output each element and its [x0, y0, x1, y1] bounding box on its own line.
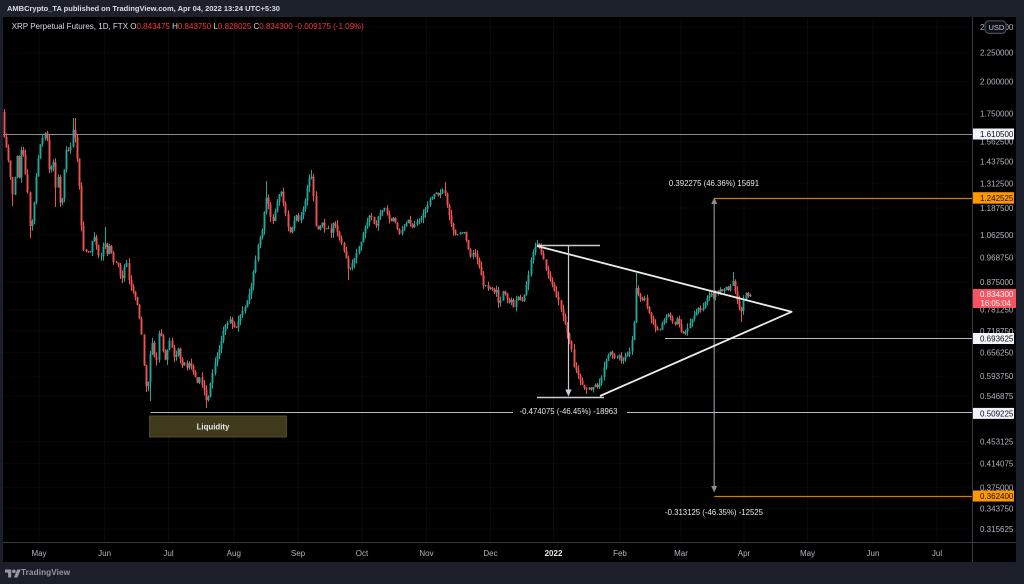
svg-text:Sep: Sep — [291, 549, 306, 558]
svg-text:Jun: Jun — [98, 549, 111, 558]
svg-text:0.509225: 0.509225 — [980, 409, 1014, 418]
svg-text:Dec: Dec — [483, 549, 497, 558]
svg-text:XRP Perpetual Futures, 1D, FTX: XRP Perpetual Futures, 1D, FTX O0.843475… — [12, 22, 364, 31]
svg-text:0.593750: 0.593750 — [980, 372, 1014, 381]
svg-text:0.718750: 0.718750 — [980, 327, 1014, 336]
svg-text:1.312500: 1.312500 — [980, 180, 1014, 189]
svg-text:2022: 2022 — [545, 549, 563, 558]
svg-text:1.242525: 1.242525 — [980, 194, 1014, 203]
svg-text:-0.313125 (-46.35%) -12525: -0.313125 (-46.35%) -12525 — [665, 508, 764, 517]
svg-text:USD: USD — [989, 23, 1005, 32]
svg-text:Jul: Jul — [163, 549, 173, 558]
svg-text:Apr: Apr — [738, 549, 751, 558]
svg-text:0.343750: 0.343750 — [980, 505, 1014, 514]
svg-text:0.453125: 0.453125 — [980, 438, 1014, 447]
svg-text:Oct: Oct — [356, 549, 369, 558]
svg-text:0.315625: 0.315625 — [980, 525, 1014, 534]
svg-text:1.562500: 1.562500 — [980, 137, 1014, 146]
svg-text:May: May — [31, 549, 46, 558]
svg-text:16:05:04: 16:05:04 — [981, 299, 1012, 308]
svg-text:May: May — [800, 549, 815, 558]
svg-text:1.187500: 1.187500 — [980, 204, 1014, 213]
svg-text:Mar: Mar — [674, 549, 688, 558]
svg-text:Jul: Jul — [932, 549, 942, 558]
svg-text:0.781250: 0.781250 — [980, 306, 1014, 315]
svg-text:1.610500: 1.610500 — [980, 130, 1014, 139]
svg-text:0.875000: 0.875000 — [980, 278, 1014, 287]
svg-text:0.414075: 0.414075 — [980, 459, 1014, 468]
svg-text:2.250000: 2.250000 — [980, 49, 1014, 58]
svg-text:0.968750: 0.968750 — [980, 253, 1014, 262]
svg-text:0.693625: 0.693625 — [980, 334, 1014, 343]
svg-text:0.546875: 0.546875 — [980, 392, 1014, 401]
svg-text:0.392275 (46.36%) 15691: 0.392275 (46.36%) 15691 — [669, 179, 759, 188]
svg-text:Liquidity: Liquidity — [197, 423, 230, 432]
svg-text:0.362400: 0.362400 — [980, 492, 1014, 501]
svg-text:1.437500: 1.437500 — [980, 158, 1014, 167]
svg-text:Aug: Aug — [227, 549, 241, 558]
svg-text:Feb: Feb — [613, 549, 627, 558]
svg-text:0.375000: 0.375000 — [980, 483, 1014, 492]
svg-text:-0.474075 (-46.45%) -18963: -0.474075 (-46.45%) -18963 — [520, 407, 618, 416]
svg-text:Jun: Jun — [867, 549, 880, 558]
svg-text:0.834300: 0.834300 — [980, 290, 1014, 299]
svg-text:1.750000: 1.750000 — [980, 110, 1014, 119]
svg-text:0.656250: 0.656250 — [980, 348, 1014, 357]
svg-text:Nov: Nov — [419, 549, 433, 558]
svg-text:1.062500: 1.062500 — [980, 231, 1014, 240]
svg-text:2.000000: 2.000000 — [980, 77, 1014, 86]
